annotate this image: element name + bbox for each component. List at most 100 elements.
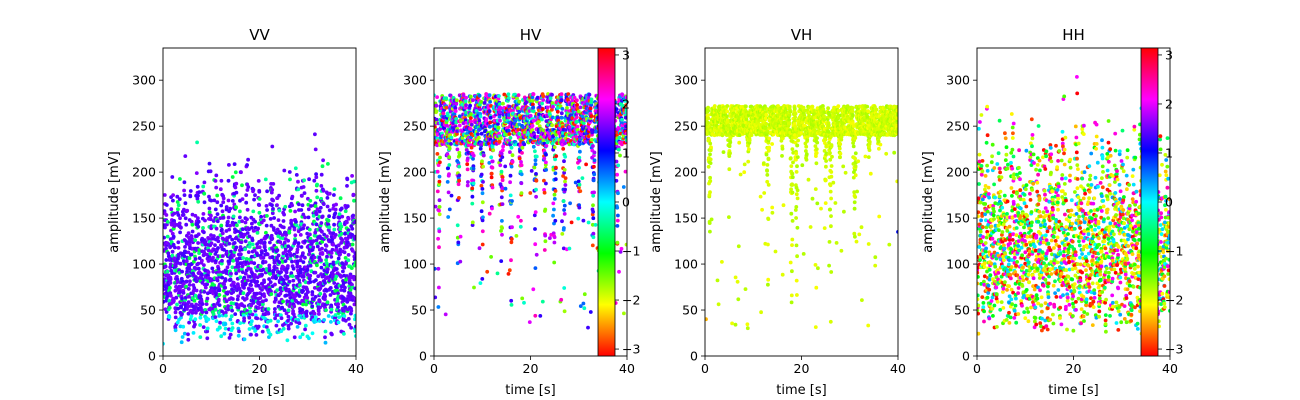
data-point (480, 242, 485, 247)
data-point (353, 334, 356, 338)
data-point (588, 310, 593, 314)
data-point (338, 196, 343, 201)
data-point (306, 290, 310, 294)
data-point (268, 272, 273, 276)
data-point (297, 273, 301, 278)
data-point (205, 282, 210, 287)
data-point (236, 333, 241, 338)
data-point (234, 205, 239, 210)
data-point (265, 233, 270, 238)
data-point (330, 332, 334, 337)
data-point (529, 169, 534, 173)
data-point (298, 258, 303, 263)
data-point (497, 102, 502, 106)
data-point (576, 179, 581, 184)
data-point (184, 259, 189, 263)
data-point (552, 240, 557, 245)
data-point (589, 97, 594, 102)
data-point (203, 242, 208, 247)
data-point (175, 302, 179, 307)
data-point (181, 212, 186, 217)
data-point (555, 109, 560, 114)
data-point (183, 201, 188, 206)
data-point (447, 163, 452, 167)
data-point (583, 139, 588, 144)
data-point (456, 182, 461, 187)
data-point (226, 219, 230, 224)
data-point (457, 178, 461, 183)
data-point (353, 251, 356, 256)
data-point (591, 216, 596, 221)
data-point (229, 314, 234, 319)
data-point (469, 116, 473, 120)
data-point (559, 115, 564, 120)
data-point (447, 207, 452, 212)
data-point (721, 150, 726, 155)
data-point (306, 207, 311, 212)
data-point (176, 306, 181, 311)
data-point (323, 340, 328, 345)
data-point (205, 326, 210, 331)
data-point (336, 320, 341, 325)
data-point (244, 281, 248, 286)
data-point (239, 170, 243, 175)
data-point (290, 203, 294, 208)
data-point (283, 204, 288, 209)
data-point (262, 245, 267, 250)
data-point (303, 239, 308, 244)
data-point (183, 154, 188, 159)
data-point (437, 229, 442, 234)
data-point (202, 290, 207, 294)
data-point (540, 101, 544, 106)
data-point (471, 178, 476, 183)
data-point (242, 313, 246, 318)
data-point (617, 269, 621, 274)
data-point (437, 198, 442, 203)
data-point (270, 203, 274, 208)
data-point (553, 218, 558, 223)
data-point (346, 240, 350, 245)
data-point (453, 105, 458, 110)
data-point (277, 208, 282, 213)
data-point (209, 233, 213, 238)
data-point (209, 241, 214, 246)
data-point (447, 146, 452, 151)
data-point (592, 172, 597, 177)
data-point (179, 305, 184, 310)
data-point (458, 259, 463, 264)
data-point (282, 308, 287, 313)
data-point (591, 203, 595, 208)
data-point (240, 183, 244, 188)
data-point (251, 209, 256, 214)
data-point (313, 315, 318, 320)
data-point (466, 150, 471, 155)
data-point (259, 238, 264, 243)
data-point (434, 266, 437, 271)
data-point (470, 223, 475, 228)
data-point (487, 211, 492, 216)
data-point (221, 215, 226, 220)
data-point (262, 280, 266, 284)
data-point (217, 288, 222, 293)
data-point (197, 256, 202, 260)
data-point (209, 198, 214, 203)
data-point (276, 218, 281, 223)
data-point (706, 108, 711, 113)
data-point (220, 231, 225, 236)
data-point (294, 223, 299, 228)
data-point (343, 318, 348, 323)
data-point (471, 181, 476, 186)
data-point (542, 248, 547, 252)
data-point (570, 99, 575, 103)
data-point (308, 232, 312, 237)
data-point (353, 317, 356, 322)
data-point (559, 297, 564, 302)
data-point (562, 159, 566, 164)
data-point (323, 335, 327, 340)
data-point (586, 95, 591, 100)
data-point (293, 239, 298, 244)
data-point (477, 118, 482, 123)
data-point (624, 95, 627, 100)
data-point (167, 305, 172, 310)
